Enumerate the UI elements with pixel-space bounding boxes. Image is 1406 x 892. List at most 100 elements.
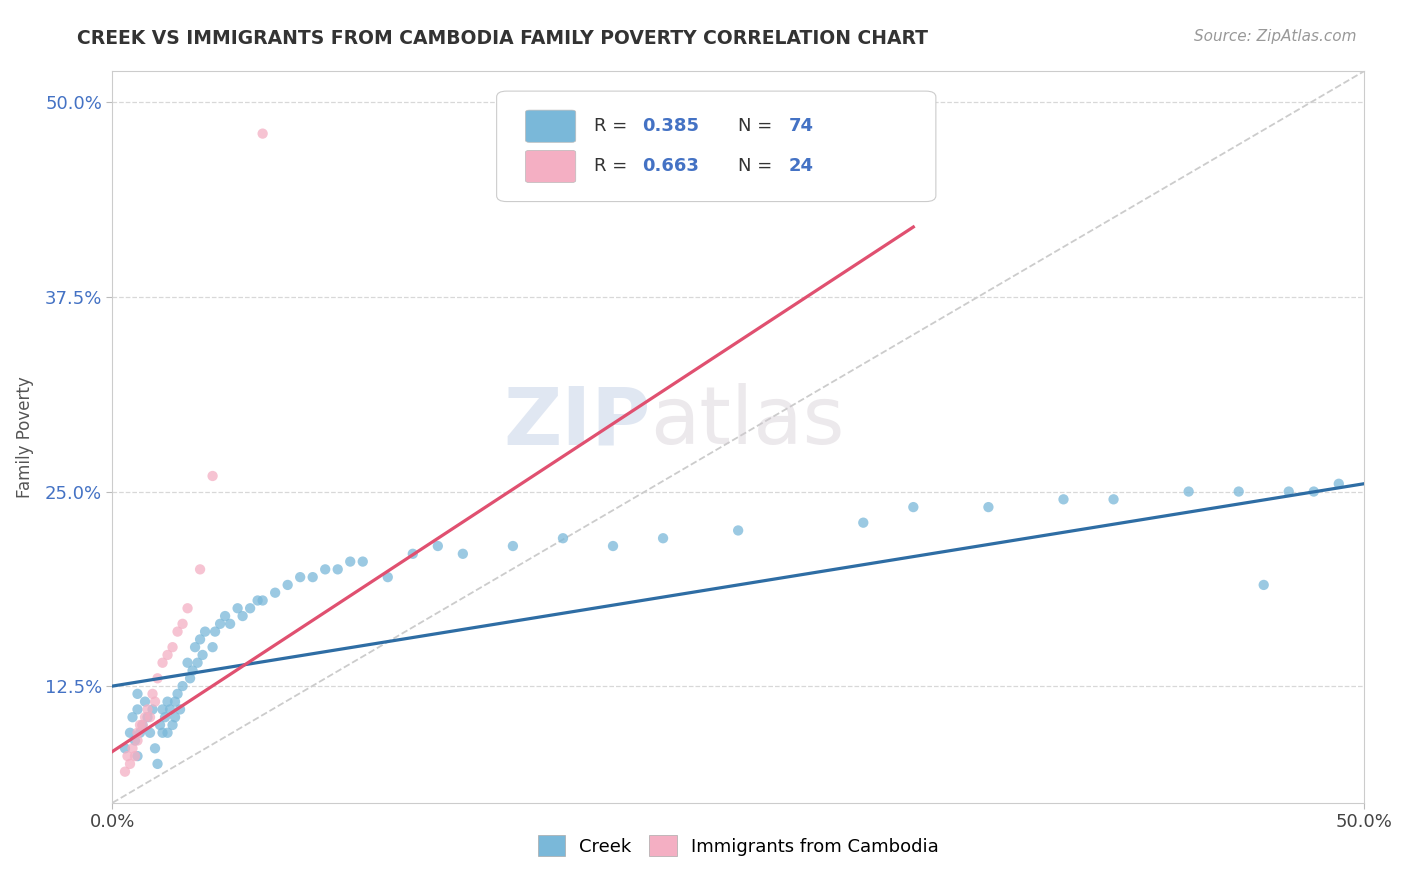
Point [188,562,211,576]
Point [426,539,449,553]
Point [277,578,299,592]
Point [156,648,179,662]
Point [181,664,204,678]
Point [146,671,169,685]
Point [127,702,149,716]
Point [232,609,254,624]
Point [136,702,159,716]
Point [131,718,153,732]
Point [179,671,201,685]
Point [152,725,174,739]
Point [143,695,166,709]
Point [127,687,149,701]
Point [139,725,162,739]
Point [153,710,176,724]
Point [191,648,214,662]
Point [152,702,174,716]
Point [176,601,198,615]
Point [121,710,143,724]
Y-axis label: Family Poverty: Family Poverty [15,376,34,498]
Point [141,687,163,701]
Point [156,695,179,709]
Point [172,679,194,693]
Text: Source: ZipAtlas.com: Source: ZipAtlas.com [1194,29,1357,44]
Point [652,531,675,545]
Point [152,656,174,670]
Point [184,640,207,655]
Text: N =: N = [738,158,779,176]
Point [166,624,188,639]
Point [402,547,425,561]
Text: 0.385: 0.385 [643,117,699,136]
Point [114,764,136,779]
Point [141,702,163,716]
Point [903,500,925,515]
Point [162,640,184,655]
Text: N =: N = [738,117,779,136]
Point [117,749,139,764]
Point [1052,492,1074,507]
Point [169,702,191,716]
Point [727,524,749,538]
Point [314,562,336,576]
Point [163,695,186,709]
Point [127,733,149,747]
Point [219,616,242,631]
Point [194,624,217,639]
Point [139,710,162,724]
Point [124,733,146,747]
Point [1227,484,1250,499]
Point [204,624,226,639]
Point [214,609,236,624]
FancyBboxPatch shape [496,91,936,202]
Point [1302,484,1324,499]
Point [121,741,143,756]
Point [188,632,211,647]
Point [129,718,152,732]
Point [352,555,374,569]
Point [118,725,141,739]
Text: 74: 74 [789,117,814,136]
Point [239,601,262,615]
Point [1327,476,1350,491]
Point [187,656,209,670]
Text: atlas: atlas [651,384,845,461]
Point [1278,484,1301,499]
Point [551,531,574,545]
Point [172,616,194,631]
Text: R =: R = [595,158,634,176]
Point [163,710,186,724]
Point [143,741,166,756]
Point [159,702,181,716]
Point [146,756,169,771]
FancyBboxPatch shape [526,151,575,183]
FancyBboxPatch shape [526,110,575,143]
Point [118,756,141,771]
Point [252,127,274,141]
Point [252,593,274,607]
Point [290,570,312,584]
Point [1102,492,1125,507]
Text: ZIP: ZIP [503,384,651,461]
Point [339,555,361,569]
Point [201,640,224,655]
Point [264,585,287,599]
Point [166,687,188,701]
Text: 0.663: 0.663 [643,158,699,176]
Point [852,516,875,530]
Point [977,500,1000,515]
Point [502,539,524,553]
Point [226,601,249,615]
Text: R =: R = [595,117,634,136]
Point [1177,484,1199,499]
Point [134,695,156,709]
Point [127,749,149,764]
Point [602,539,624,553]
Point [377,570,399,584]
Legend: Creek, Immigrants from Cambodia: Creek, Immigrants from Cambodia [530,828,946,863]
Point [176,656,198,670]
Point [127,725,149,739]
Point [131,718,153,732]
Point [136,710,159,724]
Point [201,469,224,483]
